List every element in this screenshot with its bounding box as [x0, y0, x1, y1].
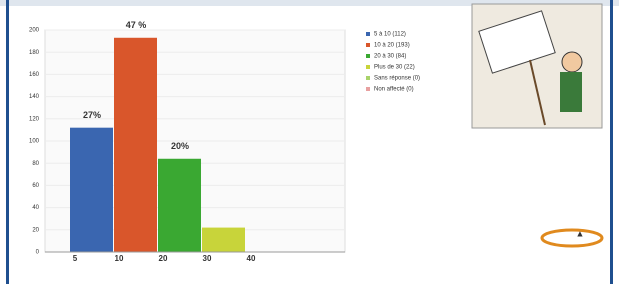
chart: ▲ 0 20 40 60 80 100 120 140 160 180 200 27% 47 % 20% 5…: [0, 0, 619, 284]
y-tick-label: 100: [29, 139, 40, 145]
y-tick-label: 60: [32, 183, 39, 189]
bar-label: 20%: [171, 141, 189, 151]
y-tick-label: 120: [29, 116, 40, 122]
y-tick-label: 0: [36, 250, 40, 256]
bar: [158, 159, 201, 252]
legend-label: Sans réponse (0): [374, 76, 420, 82]
bar: [202, 228, 245, 252]
y-tick-label: 80: [32, 161, 39, 167]
right-border: [610, 0, 613, 284]
legend-swatch: [366, 76, 370, 80]
y-tick-label: 140: [29, 94, 40, 100]
y-tick-label: 200: [29, 28, 40, 34]
legend-swatch: [366, 65, 370, 69]
x-tick-label: 40: [247, 254, 256, 263]
legend-swatch: [366, 54, 370, 58]
x-tick-label: 10: [115, 254, 124, 263]
bar-label: 47 %: [126, 20, 147, 30]
x-tick-label: 30: [203, 254, 212, 263]
bar-label: 27%: [83, 110, 101, 120]
legend-label: 10 à 20 (193): [374, 43, 410, 49]
legend-swatch: [366, 43, 370, 47]
legend-label: Non affecté (0): [374, 87, 414, 93]
y-tick-label: 20: [32, 227, 39, 233]
x-tick-label: 5: [73, 254, 78, 263]
bar: [70, 128, 113, 252]
logo: [542, 230, 602, 246]
left-border: [6, 0, 9, 284]
x-tick-label: 20: [159, 254, 168, 263]
cartoon-body: [560, 72, 582, 112]
legend-swatch: [366, 32, 370, 36]
plot: 0 20 40 60 80 100 120 140 160 180 200 27% 47 % 20% 5 10…: [29, 20, 420, 263]
legend-label: 5 à 10 (112): [374, 32, 406, 38]
y-tick-label: 40: [32, 205, 39, 211]
legend-label: Plus de 30 (22): [374, 65, 415, 71]
logo-mark: ▲: [576, 228, 585, 238]
bar: [114, 38, 157, 252]
cartoon-head: [562, 52, 582, 72]
legend-swatch: [366, 87, 370, 91]
legend-label: 20 à 30 (84): [374, 54, 406, 60]
y-tick-label: 180: [29, 50, 40, 56]
screenshot: ▲ 0 20 40 60 80 100 120 140 160 180 200 27% 47 % 20% 5…: [0, 0, 619, 284]
y-tick-label: 160: [29, 72, 40, 78]
